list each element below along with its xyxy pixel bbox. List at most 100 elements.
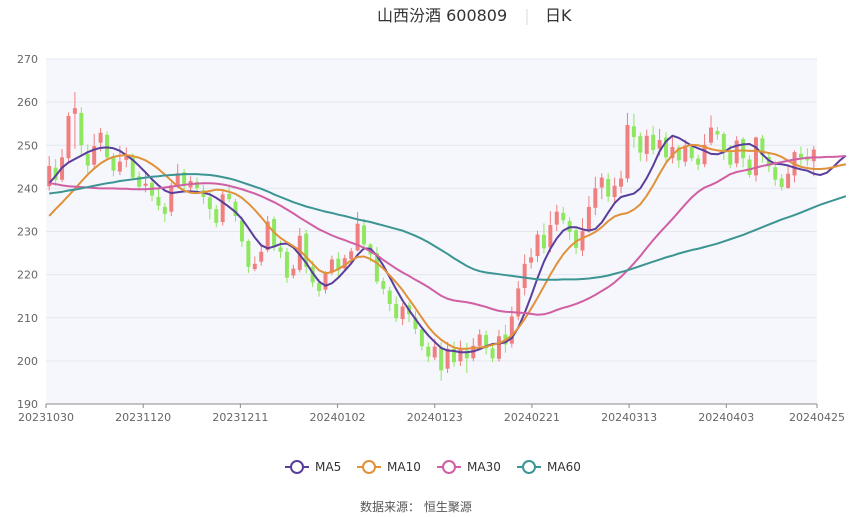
candle [619, 170, 624, 194]
candle [593, 176, 598, 216]
candle [124, 147, 129, 168]
candle-body [265, 221, 270, 251]
candle [304, 229, 309, 274]
candle-body [317, 282, 322, 292]
legend-item-ma10[interactable]: MA10 [357, 460, 421, 474]
candle [599, 173, 604, 200]
candle-body [111, 156, 116, 171]
candle-body [124, 156, 129, 160]
candle-body [798, 153, 803, 158]
candle-body [484, 335, 489, 349]
candle [445, 341, 450, 373]
candle-body [696, 158, 701, 165]
candle [541, 223, 546, 254]
candle-body [194, 181, 199, 188]
candle [207, 191, 212, 220]
candle [394, 296, 399, 323]
candle [291, 264, 296, 279]
candle [169, 182, 174, 216]
candle-body [400, 306, 405, 320]
candle-body [336, 258, 341, 271]
candle [664, 132, 669, 164]
y-tick-label: 210 [17, 312, 38, 325]
candle-body [644, 135, 649, 154]
candle [490, 343, 495, 363]
candle-body [760, 138, 765, 156]
candle-body [169, 185, 174, 212]
ma30-line [49, 155, 846, 316]
candle [79, 107, 84, 157]
candle [342, 254, 347, 271]
candle-body [66, 115, 71, 159]
candle [233, 198, 238, 222]
candle-body [419, 329, 424, 347]
candle [85, 144, 90, 174]
candle-body [246, 240, 251, 267]
candle [239, 216, 244, 248]
candle-body [766, 156, 771, 167]
period-label: 日K [545, 6, 572, 25]
candle [381, 277, 386, 295]
candle [323, 271, 328, 294]
candle-body [432, 346, 437, 358]
candle-body [92, 146, 97, 165]
candle [72, 92, 77, 149]
candle [336, 252, 341, 277]
candle [130, 153, 135, 181]
legend-item-ma60[interactable]: MA60 [517, 460, 581, 474]
candle [53, 159, 58, 187]
legend-item-ma30[interactable]: MA30 [437, 460, 501, 474]
chart-title: 山西汾酒 600809 日K [377, 6, 572, 25]
candle [612, 177, 617, 204]
legend-label: MA60 [547, 460, 581, 474]
candle-body [477, 334, 482, 346]
candle-body [554, 211, 559, 225]
candle [156, 187, 161, 211]
candle [419, 325, 424, 351]
candle-body [651, 134, 656, 150]
candle-body [606, 178, 611, 197]
candle [484, 330, 489, 355]
y-tick-label: 250 [17, 139, 38, 152]
candle-body [535, 234, 540, 257]
candle [625, 112, 630, 183]
candle-body [561, 212, 566, 221]
candle [66, 112, 71, 164]
candle-body [117, 161, 122, 172]
legend-marker-icon [362, 460, 376, 474]
candle-body [278, 247, 283, 252]
candle-body [362, 225, 367, 245]
candle [105, 131, 110, 161]
candle-body [638, 136, 643, 153]
legend[interactable]: MA5 MA10 MA30 MA60 [285, 460, 581, 474]
candle-body [439, 347, 444, 371]
x-tick-label: 20231030 [18, 411, 74, 424]
candle-body [445, 348, 450, 369]
candle-body [137, 176, 142, 187]
candle-body [753, 137, 758, 176]
candle-body [98, 132, 103, 143]
candle [741, 137, 746, 168]
candle [220, 189, 225, 226]
candle [631, 113, 636, 148]
candle-body [143, 183, 148, 186]
candle-body [355, 223, 360, 251]
candle-body [323, 273, 328, 290]
candle-body [297, 235, 302, 270]
legend-label: MA30 [467, 460, 501, 474]
y-tick-label: 230 [17, 226, 38, 239]
x-tick-label: 20240102 [310, 411, 366, 424]
legend-item-ma5[interactable]: MA5 [285, 460, 341, 474]
y-tick-label: 270 [17, 53, 38, 66]
candle-body [529, 257, 534, 263]
candle-body [387, 290, 392, 304]
candle [529, 248, 534, 269]
candle-body [741, 139, 746, 159]
ma10-line [48, 143, 847, 350]
candle [400, 303, 405, 326]
x-axis: 20231030 20231120 20231211 20240102 20240123… [18, 403, 845, 424]
legend-marker-icon [442, 460, 456, 474]
candle [246, 239, 251, 273]
x-tick-label: 20231211 [212, 411, 268, 424]
candle [715, 126, 720, 140]
